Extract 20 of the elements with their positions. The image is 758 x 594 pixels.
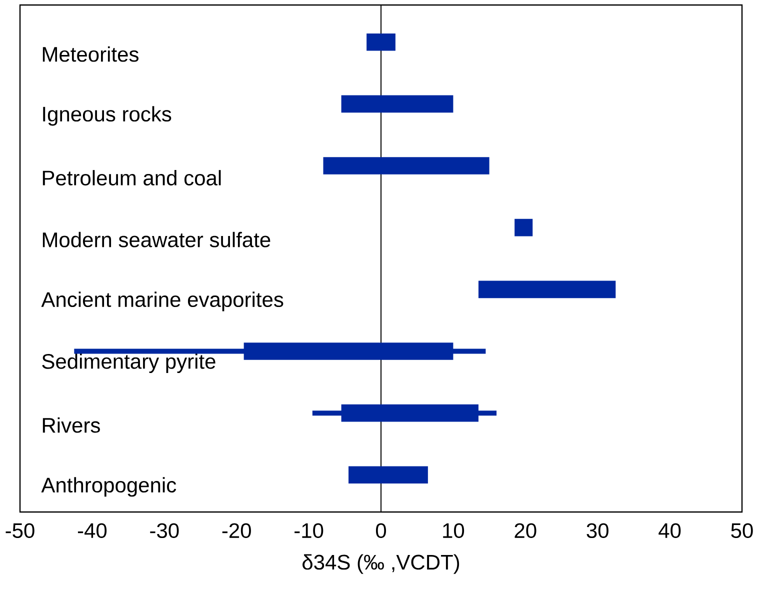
y-tick-label: Rivers: [42, 417, 100, 433]
y-tick-label: Sedimentary pyrite: [42, 353, 216, 374]
x-axis-title: δ34S (‰ ,VCDT): [302, 554, 460, 574]
y-tick-label: Ancient marine evaporites: [41, 292, 284, 312]
y-tick-label: Meteorites: [42, 46, 138, 62]
x-tick-label: 20: [514, 523, 536, 538]
y-tick-label: Modern seawater sulfate: [42, 232, 270, 248]
x-tick-label: -30: [150, 523, 179, 538]
x-tick-label: 0: [376, 523, 386, 538]
x-tick-label: 10: [443, 523, 464, 538]
x-tick-label: 30: [586, 523, 608, 538]
x-tick-label: -50: [6, 523, 34, 538]
x-tick-label: 50: [731, 523, 753, 538]
y-tick-label: Anthropogenic: [41, 477, 176, 497]
x-tick-label: -20: [222, 523, 251, 538]
x-tick-label: -10: [294, 523, 324, 538]
y-tick-label: Petroleum and coal: [42, 170, 221, 186]
y-tick-label: Igneous rocks: [43, 106, 172, 126]
x-tick-label: 40: [658, 523, 681, 538]
x-tick-label: -40: [78, 523, 107, 538]
